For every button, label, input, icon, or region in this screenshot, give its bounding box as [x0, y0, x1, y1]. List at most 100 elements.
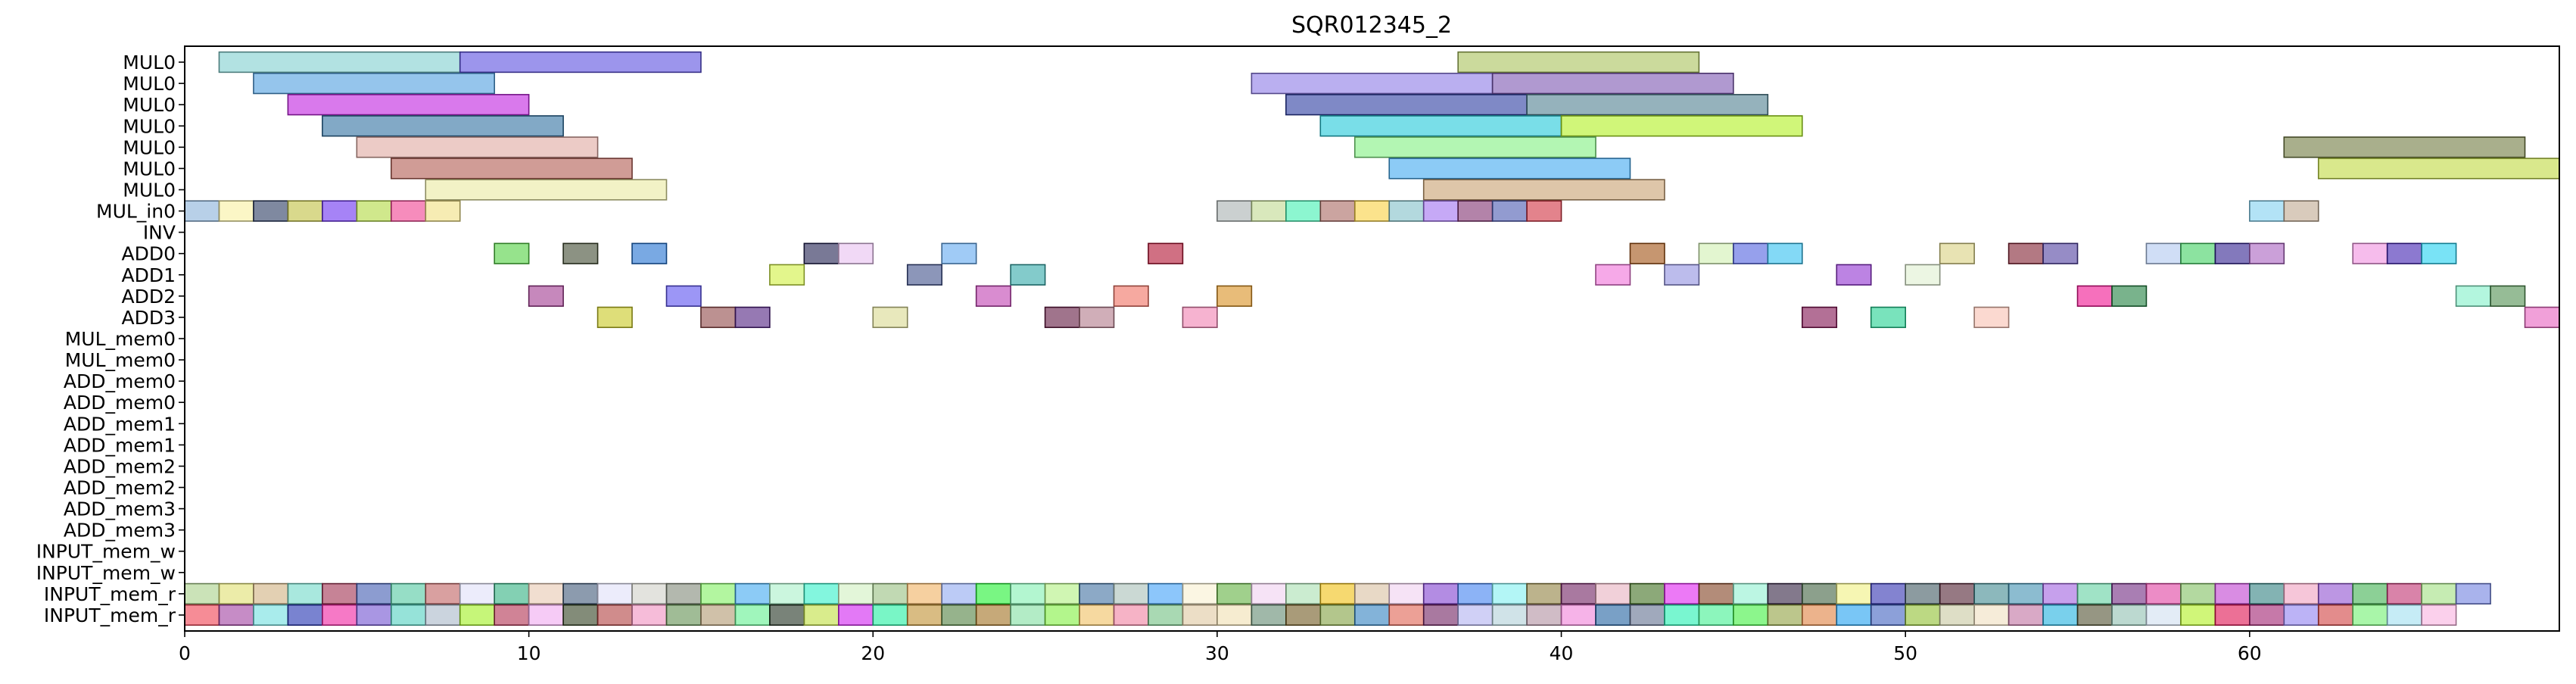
input-mem-r-bar: [1973, 604, 2010, 626]
task-bar: [1353, 136, 1596, 158]
input-mem-r-bar: [1010, 582, 1046, 605]
task-bar: [528, 285, 564, 307]
input-mem-r-bar: [1905, 582, 1941, 605]
task-bar: [322, 200, 358, 222]
task-bar: [1388, 200, 1425, 222]
task-bar: [1457, 51, 1700, 73]
y-tick-label: MUL0: [123, 115, 176, 137]
input-mem-r-bar: [975, 582, 1011, 605]
input-mem-r-bar: [1353, 582, 1391, 605]
task-bar: [356, 200, 392, 222]
input-mem-r-bar: [1491, 582, 1528, 605]
input-mem-r-bar: [2249, 604, 2285, 626]
task-bar: [1251, 200, 1287, 222]
input-mem-r-bar: [425, 582, 461, 605]
input-mem-r-bar: [2283, 582, 2319, 605]
input-mem-r-bar: [2352, 582, 2388, 605]
task-bar: [322, 115, 564, 137]
input-mem-r-bar: [390, 582, 427, 605]
task-bar: [1698, 242, 1734, 264]
task-bar: [390, 158, 633, 180]
input-mem-r-bar: [1939, 582, 1975, 605]
input-mem-r-bar: [1560, 582, 1596, 605]
input-mem-r-bar: [2249, 582, 2285, 605]
input-mem-r-bar: [528, 604, 564, 626]
y-tick-label: MUL0: [123, 94, 176, 116]
task-bar: [425, 200, 461, 222]
input-mem-r-bar: [322, 582, 358, 605]
task-bar: [1560, 115, 1803, 137]
input-mem-r-bar: [2283, 604, 2319, 626]
task-bar: [1939, 242, 1975, 264]
task-bar: [2455, 285, 2491, 307]
task-bar: [1216, 285, 1253, 307]
input-mem-r-bar: [1629, 582, 1665, 605]
task-bar: [184, 200, 220, 222]
task-bar: [562, 242, 599, 264]
input-mem-r-bar: [1733, 604, 1769, 626]
task-bar: [2214, 242, 2250, 264]
task-bar: [1664, 264, 1700, 286]
input-mem-r-bar: [700, 582, 737, 605]
task-bar: [665, 285, 702, 307]
task-bar: [287, 94, 530, 116]
input-mem-r-bar: [356, 582, 392, 605]
task-bar: [2249, 200, 2285, 222]
input-mem-r-bar: [2111, 582, 2148, 605]
input-mem-r-bar: [941, 604, 977, 626]
input-mem-r-bar: [1457, 604, 1494, 626]
input-mem-r-bar: [562, 582, 599, 605]
input-mem-r-bar: [528, 582, 564, 605]
input-mem-r-bar: [459, 604, 495, 626]
input-mem-r-bar: [1629, 604, 1665, 626]
x-tick-label: 60: [2238, 642, 2262, 664]
task-bar: [1733, 242, 1769, 264]
input-mem-r-bar: [1905, 604, 1941, 626]
input-mem-r-bar: [2214, 604, 2250, 626]
input-mem-r-bar: [1767, 604, 1803, 626]
task-bar: [1010, 264, 1046, 286]
input-mem-r-bar: [1044, 604, 1080, 626]
input-mem-r-bar: [769, 604, 805, 626]
task-bar: [1353, 200, 1391, 222]
y-tick-label: ADD1: [121, 264, 176, 286]
task-bar: [700, 306, 737, 329]
task-bar: [1457, 200, 1494, 222]
task-bar: [1905, 264, 1941, 286]
task-bar: [356, 136, 599, 158]
input-mem-r-bar: [253, 582, 289, 605]
input-mem-r-bar: [906, 604, 943, 626]
input-mem-r-bar: [1836, 604, 1872, 626]
input-mem-r-bar: [631, 604, 668, 626]
input-mem-r-bar: [941, 582, 977, 605]
input-mem-r-bar: [1113, 582, 1149, 605]
task-bar: [1491, 200, 1528, 222]
input-mem-r-bar: [1870, 582, 1906, 605]
input-mem-r-bar: [1388, 604, 1425, 626]
y-tick-label: ADD_mem0: [64, 392, 176, 414]
task-bar: [1319, 200, 1356, 222]
task-bar: [1044, 306, 1080, 329]
task-bar: [872, 306, 908, 329]
plot-frame: [184, 45, 2560, 632]
task-bar: [1422, 200, 1459, 222]
input-mem-r-bar: [2145, 604, 2182, 626]
input-mem-r-bar: [253, 604, 289, 626]
x-tick-label: 20: [861, 642, 885, 664]
input-mem-r-bar: [356, 604, 392, 626]
task-bar: [1801, 306, 1838, 329]
input-mem-r-bar: [425, 604, 461, 626]
input-mem-r-bar: [562, 604, 599, 626]
input-mem-r-bar: [734, 582, 771, 605]
input-mem-r-bar: [1079, 604, 1115, 626]
task-bar: [1216, 200, 1253, 222]
input-mem-r-bar: [1182, 604, 1218, 626]
input-mem-r-bar: [803, 604, 839, 626]
input-mem-r-bar: [838, 582, 874, 605]
input-mem-r-bar: [1595, 582, 1631, 605]
input-mem-r-bar: [2386, 582, 2422, 605]
task-bar: [1182, 306, 1218, 329]
input-mem-r-bar: [2076, 604, 2113, 626]
task-bar: [975, 285, 1011, 307]
